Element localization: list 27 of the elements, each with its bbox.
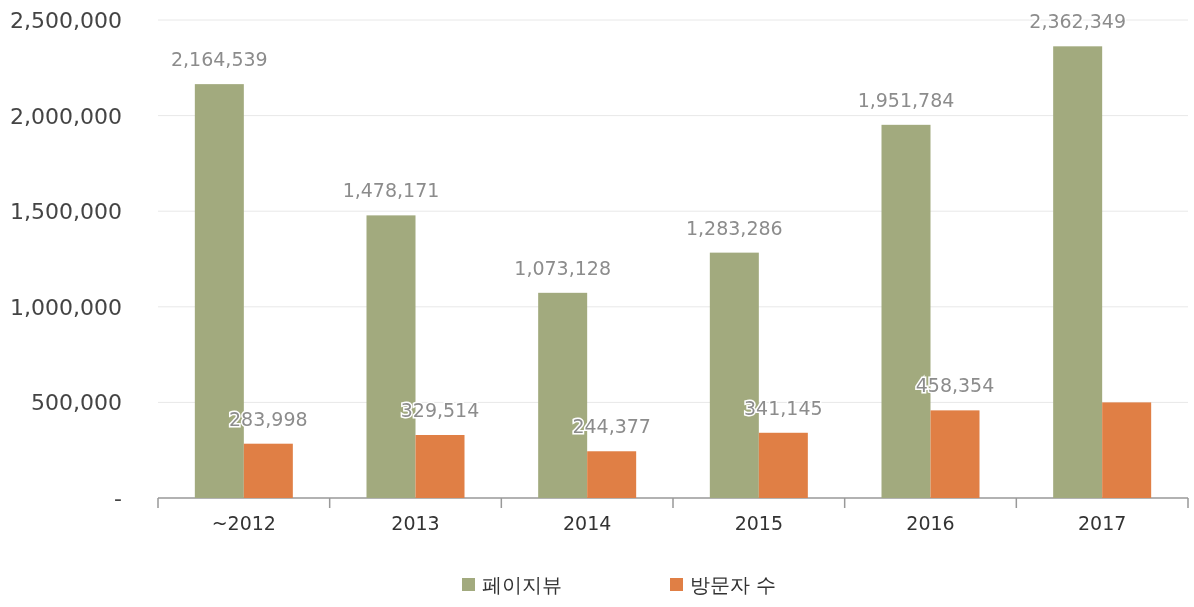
bar [1053, 46, 1103, 498]
x-tick-label: ~2012 [211, 512, 276, 534]
y-tick-label: 2,000,000 [10, 103, 122, 129]
x-tick-label: 2013 [391, 512, 440, 534]
y-tick-label: 2,500,000 [10, 8, 122, 33]
data-label: 1,951,784 [857, 88, 955, 111]
legend-label: 페이지뷰 [482, 573, 562, 597]
data-label: 2,362,349 [1029, 10, 1127, 33]
data-label: 1,283,286 [685, 216, 783, 239]
x-tick-label: 2016 [906, 512, 955, 534]
bar [1102, 402, 1152, 498]
bar [930, 410, 980, 498]
data-label: 1,478,171 [342, 179, 440, 202]
data-label: 2,164,539 [170, 48, 268, 71]
y-tick-label: - [114, 486, 122, 511]
bar [415, 435, 465, 498]
y-tick-label: 1,000,000 [10, 294, 122, 320]
bar [243, 443, 293, 498]
x-tick-label: 2014 [562, 512, 612, 534]
data-label: 1,073,128 [514, 256, 612, 279]
bar [758, 432, 808, 498]
y-tick-label: 1,500,000 [10, 199, 122, 225]
bar [587, 451, 637, 498]
x-tick-label: 2017 [1077, 512, 1127, 534]
legend-label: 방문자 수 [690, 573, 777, 597]
y-tick-label: 500,000 [31, 390, 122, 416]
x-tick-label: 2015 [734, 512, 784, 534]
